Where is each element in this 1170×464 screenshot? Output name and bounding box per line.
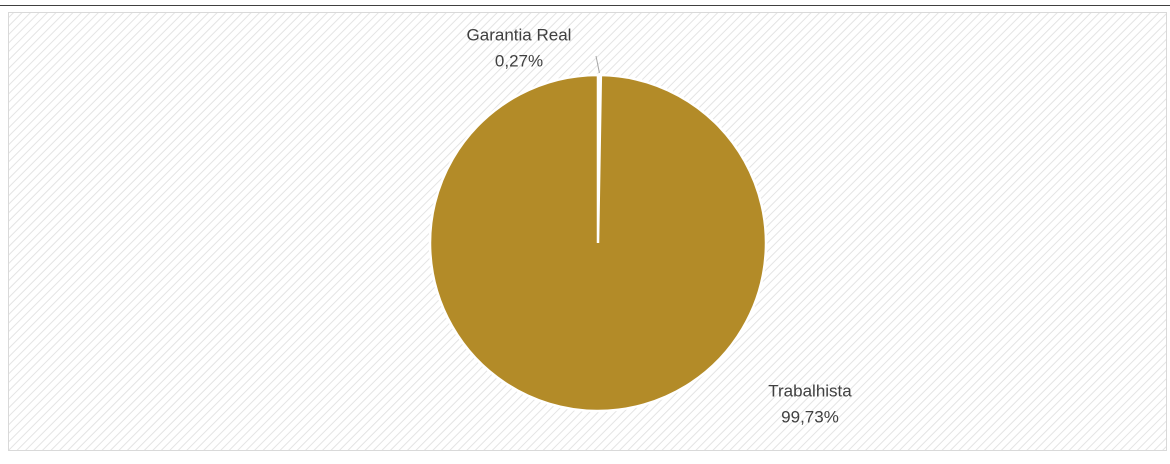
pie-slice [428,73,768,413]
data-label-value: 99,73% [781,407,839,426]
data-label-name: Trabalhista [768,381,852,400]
leader-line [595,55,600,74]
data-label-value: 0,27% [495,51,543,70]
plot: Garantia Real 0,27% Trabalhista 99,73% [428,25,852,426]
data-label-name: Garantia Real [467,25,572,44]
